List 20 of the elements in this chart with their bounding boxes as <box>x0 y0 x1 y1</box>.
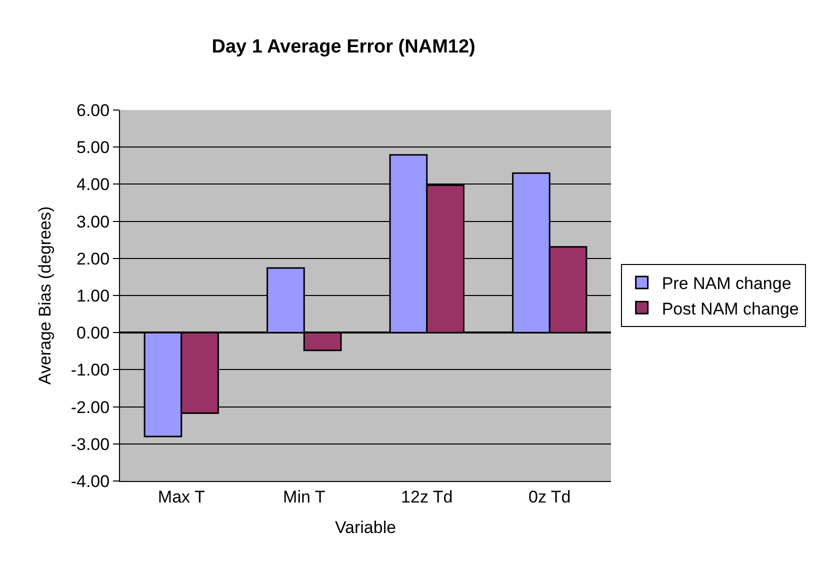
y-tick-label: -3.00 <box>70 434 110 454</box>
y-tick-label: 1.00 <box>76 286 110 306</box>
legend-label: Pre NAM change <box>662 274 792 294</box>
y-tick-label: -1.00 <box>70 360 110 380</box>
y-tick-label: -4.00 <box>70 472 110 491</box>
x-axis-title: Variable <box>334 518 396 537</box>
y-tick-label: 4.00 <box>76 175 110 194</box>
y-tick-label: 5.00 <box>76 138 110 158</box>
y-tick-label: 3.00 <box>76 212 110 232</box>
y-tick-label: 0.00 <box>76 324 110 343</box>
y-tick-label: 2.00 <box>76 249 110 268</box>
x-tick-label: 12z Td <box>401 487 453 506</box>
x-tick-label: 0z Td <box>528 487 571 506</box>
x-tick-label: Max T <box>158 487 205 506</box>
y-tick-label: 6.00 <box>76 100 110 120</box>
y-tick-label: -2.00 <box>70 398 110 417</box>
chart-title: Day 1 Average Error (NAM12) <box>212 36 476 58</box>
y-axis-title: Average Bias (degrees) <box>35 206 54 385</box>
legend-label: Post NAM change <box>662 299 799 318</box>
x-tick-label: Min T <box>283 487 326 506</box>
